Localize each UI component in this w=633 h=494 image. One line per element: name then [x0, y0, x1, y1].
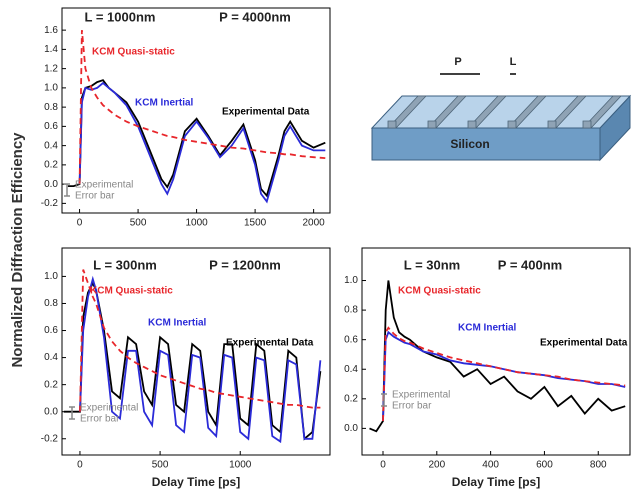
series-label: KCM Quasi-static: [92, 47, 175, 58]
ridges: [387, 95, 622, 129]
x-tick-label: 500: [130, 218, 147, 229]
y-tick-label: 0.0: [344, 423, 358, 434]
series-label: KCM Inertial: [148, 318, 207, 329]
x-tick-label: 1000: [229, 460, 252, 471]
error-bar-label: Error bar: [392, 401, 432, 412]
period-label: P: [454, 56, 461, 68]
substrate-label: Silicon: [450, 137, 489, 151]
panel-annotation: P = 4000nm: [219, 9, 291, 24]
series-line: [382, 326, 626, 422]
series-line: [78, 81, 326, 204]
x-tick-label: 0: [77, 460, 83, 471]
x-tick-label: 0: [77, 218, 83, 229]
panel-annotation: P = 1200nm: [209, 257, 281, 272]
y-tick-label: 0.0: [44, 179, 58, 190]
y-tick-label: -0.2: [41, 198, 59, 209]
y-tick-label: 0.2: [44, 379, 58, 390]
error-bar-label: Experimental: [80, 403, 138, 414]
series-label: Experimental Data: [226, 338, 314, 349]
error-bar-symbol: [69, 406, 75, 420]
y-tick-label: 1.0: [344, 275, 358, 286]
y-tick-label: 0.4: [44, 140, 58, 151]
y-tick-label: 1.6: [44, 25, 58, 36]
x-tick-label: 1500: [244, 218, 267, 229]
y-tick-label: 0.2: [44, 160, 58, 171]
error-bar-label: Experimental: [75, 180, 133, 191]
y-tick-label: 0.8: [344, 305, 358, 316]
series-label: KCM Quasi-static: [90, 286, 173, 297]
series-line: [78, 30, 326, 185]
x-tick-label: 1000: [185, 218, 208, 229]
x-axis-label: Delay Time [ps]: [152, 475, 240, 489]
y-tick-label: 0.6: [44, 325, 58, 336]
error-bar-symbol: [64, 183, 70, 197]
x-tick-label: 200: [428, 460, 445, 471]
plot-frame: [61, 247, 331, 456]
x-tick-label: 400: [482, 460, 499, 471]
x-tick-label: 2000: [302, 218, 325, 229]
series-label: Experimental Data: [540, 338, 628, 349]
y-tick-label: 1.2: [44, 63, 58, 74]
error-bar-label: Experimental: [392, 390, 450, 401]
x-axis-label: Delay Time [ps]: [452, 475, 540, 489]
y-tick-label: 0.0: [44, 406, 58, 417]
x-tick-label: 800: [590, 460, 607, 471]
plot-frame: [361, 247, 631, 456]
panel-annotation: P = 400nm: [498, 257, 562, 272]
panel-annotation: L = 30nm: [404, 257, 460, 272]
series-line: [369, 280, 626, 433]
y-tick-label: 0.8: [44, 298, 58, 309]
error-bar-label: Error bar: [75, 191, 115, 202]
grating-diagram: P L Silicon: [370, 56, 632, 162]
y-tick-label: 0.6: [44, 121, 58, 132]
y-tick-label: 1.4: [44, 44, 58, 55]
error-bar-label: Error bar: [80, 414, 120, 425]
y-tick-label: 0.6: [344, 334, 358, 345]
x-tick-label: 500: [152, 460, 169, 471]
y-tick-label: 0.2: [344, 393, 358, 404]
series-label: Experimental Data: [222, 107, 310, 118]
y-tick-label: 0.8: [44, 102, 58, 113]
plot-frame: [61, 7, 331, 214]
x-tick-label: 600: [536, 460, 553, 471]
error-bar-symbol: [381, 393, 387, 407]
y-tick-label: 0.4: [344, 364, 358, 375]
width-label: L: [510, 56, 517, 68]
y-tick-label: 1.0: [44, 271, 58, 282]
series-label: KCM Inertial: [458, 323, 517, 334]
y-axis-label: Normalized Diffraction Efficiency: [9, 132, 26, 368]
y-tick-label: -0.2: [41, 433, 59, 444]
series-line: [67, 79, 326, 198]
series-line: [79, 275, 322, 444]
y-tick-label: 1.0: [44, 83, 58, 94]
x-tick-label: 0: [380, 460, 386, 471]
y-tick-label: 0.4: [44, 352, 58, 363]
series-label: KCM Quasi-static: [398, 286, 481, 297]
series-line: [79, 269, 321, 412]
series-label: KCM Inertial: [135, 98, 194, 109]
panel-annotation: L = 1000nm: [85, 9, 156, 24]
panel-annotation: L = 300nm: [93, 257, 157, 272]
